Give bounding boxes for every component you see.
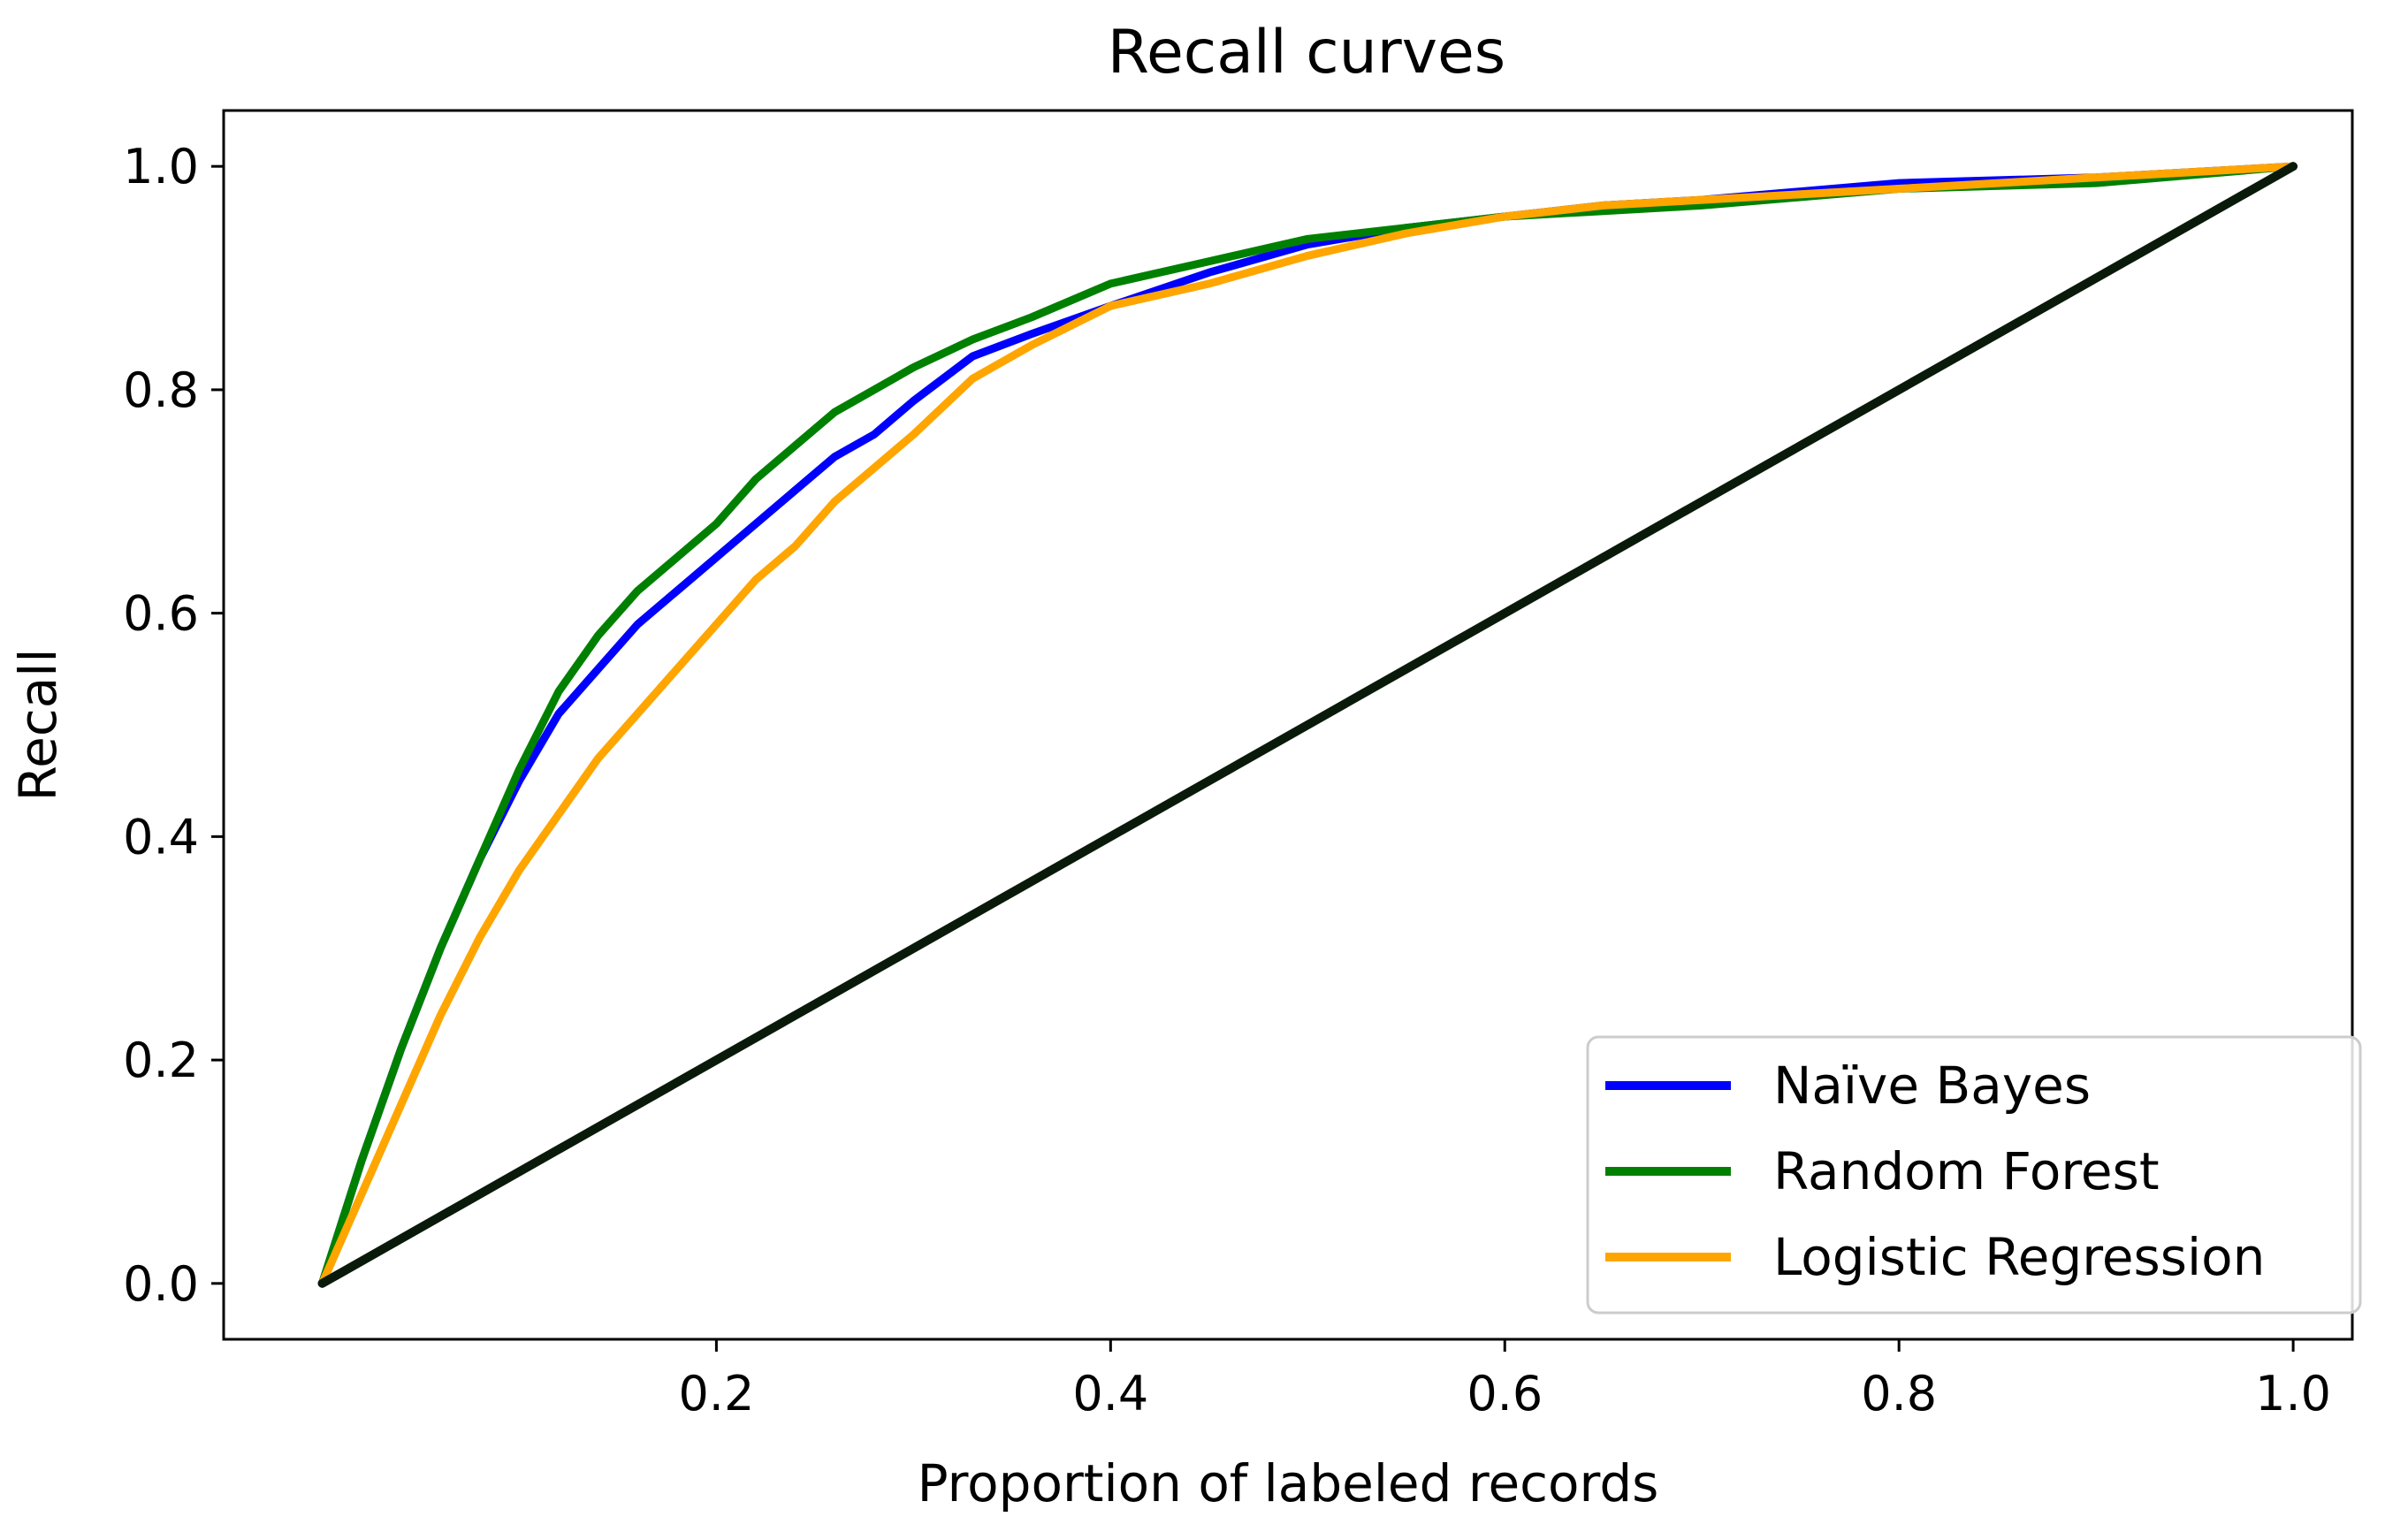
y-tick-label: 0.6 xyxy=(123,586,199,642)
legend-entries: Naïve Bayes Random Forest Logistic Regress… xyxy=(1605,1056,2265,1287)
legend-label-logistic-regression: Logistic Regression xyxy=(1773,1227,2265,1287)
y-tick-label: 0.8 xyxy=(123,362,199,418)
chart-title: Recall curves xyxy=(1108,18,1505,88)
series-line-random-baseline xyxy=(317,162,2298,1288)
legend-label-random-forest: Random Forest xyxy=(1773,1141,2160,1201)
y-axis-ticks: 0.0 0.2 0.4 0.6 0.8 1.0 xyxy=(123,139,224,1312)
x-tick-label: 0.2 xyxy=(678,1366,754,1421)
legend-box xyxy=(1586,1035,2362,1315)
y-tick-label: 1.0 xyxy=(123,139,199,194)
series-layer xyxy=(317,162,2298,1288)
y-axis-label: Recall xyxy=(8,648,68,801)
y-tick-label: 0.4 xyxy=(123,809,199,865)
x-tick-label: 0.6 xyxy=(1467,1366,1543,1421)
x-tick-label: 1.0 xyxy=(2255,1366,2331,1421)
y-tick-label: 0.2 xyxy=(123,1033,199,1088)
plot-frame xyxy=(222,109,2354,1341)
legend-label-na-ve-bayes: Naïve Bayes xyxy=(1773,1056,2091,1116)
series-line-logistic-regression xyxy=(318,162,2298,1288)
legend: Naïve Bayes Random Forest Logistic Regress… xyxy=(1586,1035,2362,1315)
x-tick-label: 0.4 xyxy=(1072,1366,1148,1421)
x-axis-ticks: 0.2 0.4 0.6 0.8 1.0 xyxy=(678,1339,2331,1421)
x-axis-label: Proportion of labeled records xyxy=(918,1453,1659,1513)
y-tick-label: 0.0 xyxy=(123,1256,199,1312)
x-tick-label: 0.8 xyxy=(1861,1366,1937,1421)
